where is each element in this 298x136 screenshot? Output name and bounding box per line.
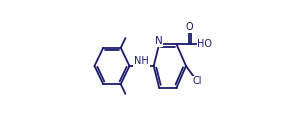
Text: Cl: Cl — [192, 76, 201, 86]
Text: O: O — [186, 22, 193, 32]
Text: NH: NH — [134, 56, 149, 66]
Text: HO: HO — [197, 39, 212, 50]
Text: N: N — [155, 36, 162, 46]
